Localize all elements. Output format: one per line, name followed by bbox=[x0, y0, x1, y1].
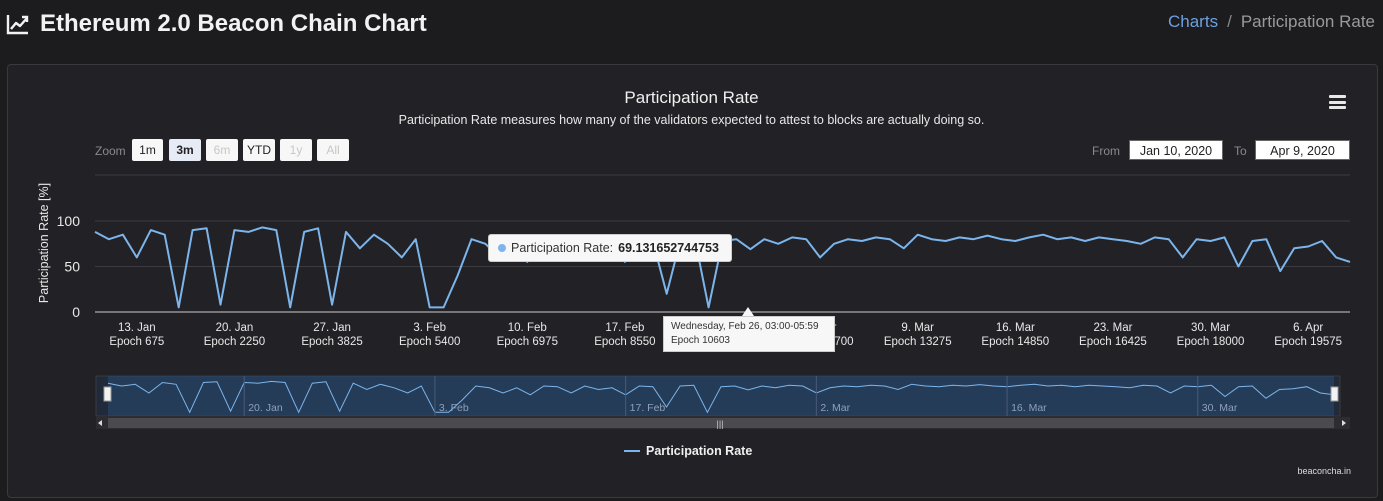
scroll-right-arrow-icon[interactable] bbox=[1342, 420, 1346, 426]
y-tick-label: 0 bbox=[72, 304, 80, 320]
x-tick-date-label: 9. Mar bbox=[901, 322, 934, 334]
breadcrumb-charts-link[interactable]: Charts bbox=[1168, 12, 1219, 31]
y-tick-label: 50 bbox=[64, 259, 80, 275]
x-tick-date-label: 17. Feb bbox=[605, 322, 644, 334]
export-menu-icon[interactable] bbox=[1329, 95, 1346, 109]
x-tick-date-label: 27. Jan bbox=[313, 322, 351, 334]
x-tick-epoch-label: Epoch 14850 bbox=[981, 336, 1049, 348]
x-tick-date-label: 13. Jan bbox=[118, 322, 156, 334]
chart-title: Participation Rate bbox=[624, 88, 759, 107]
breadcrumb-current: Participation Rate bbox=[1240, 12, 1375, 31]
zoom-3m-button[interactable]: 3m bbox=[169, 139, 201, 161]
navigator-tick-label: 2. Mar bbox=[820, 402, 850, 414]
navigator-series-line bbox=[107, 380, 1335, 414]
y-axis-label: Participation Rate [%] bbox=[37, 183, 51, 303]
page-title: Ethereum 2.0 Beacon Chain Chart bbox=[6, 6, 427, 42]
x-tick-date-label: 10. Feb bbox=[508, 322, 547, 334]
x-tick-epoch-label: Epoch 18000 bbox=[1177, 336, 1245, 348]
navigator-tick-label: 17. Feb bbox=[630, 402, 666, 414]
x-tick-epoch-label: Epoch 6975 bbox=[497, 336, 558, 348]
x-tick-epoch-label: Epoch 3825 bbox=[301, 336, 362, 348]
x-tick-date-label: 20. Jan bbox=[216, 322, 254, 334]
x-tick-date-label: 6. Apr bbox=[1293, 322, 1323, 334]
series-dot-icon bbox=[498, 244, 506, 252]
x-tick-date-label: 16. Mar bbox=[996, 322, 1035, 334]
x-tick-date-label: 23. Mar bbox=[1093, 322, 1132, 334]
scrollbar-thumb[interactable] bbox=[108, 418, 1334, 428]
navigator-right-handle[interactable] bbox=[1330, 386, 1339, 402]
scroll-left-arrow-icon[interactable] bbox=[98, 420, 102, 426]
x-tick-epoch-label: Epoch 5400 bbox=[399, 336, 460, 348]
navigator-tick-label: 16. Mar bbox=[1011, 402, 1047, 414]
range-to-label: To bbox=[1234, 144, 1247, 158]
legend-item-participation-rate[interactable]: Participation Rate bbox=[624, 444, 752, 458]
x-tick-date-label: 30. Mar bbox=[1191, 322, 1230, 334]
x-tooltip-date: Wednesday, Feb 26, 03:00-05:59 bbox=[671, 321, 819, 332]
zoom-1y-button[interactable]: 1y bbox=[280, 139, 312, 161]
zoom-all-button[interactable]: All bbox=[317, 139, 349, 161]
navigator[interactable]: 20. Jan 3. Feb 17. Feb 2. Mar 16. Mar 30. Mar bbox=[95, 375, 1341, 417]
navigator-tick-label: 30. Mar bbox=[1202, 402, 1238, 414]
scrollbar-grip-icon: ||| bbox=[716, 419, 723, 429]
line-chart-icon bbox=[6, 15, 29, 35]
navigator-tick-label: 20. Jan bbox=[248, 402, 283, 414]
zoom-label: Zoom bbox=[95, 144, 126, 158]
x-tooltip-epoch: Epoch 10603 bbox=[671, 335, 730, 346]
legend-line-icon bbox=[624, 450, 640, 452]
tooltip-series-label: Participation Rate: bbox=[511, 241, 614, 255]
page-title-text: Ethereum 2.0 Beacon Chain Chart bbox=[40, 10, 427, 37]
range-from-input[interactable]: Jan 10, 2020 bbox=[1129, 140, 1223, 160]
x-tick-date-label: 3. Feb bbox=[413, 322, 446, 334]
x-tick-epoch-label: Epoch 675 bbox=[109, 336, 164, 348]
x-tick-epoch-label: Epoch 13275 bbox=[884, 336, 952, 348]
x-tick-epoch-label: Epoch 19575 bbox=[1274, 336, 1342, 348]
zoom-ytd-button[interactable]: YTD bbox=[243, 139, 275, 161]
x-tick-epoch-label: Epoch 8550 bbox=[594, 336, 655, 348]
range-to-input[interactable]: Apr 9, 2020 bbox=[1255, 140, 1350, 160]
navigator-left-handle[interactable] bbox=[103, 386, 112, 402]
x-tick-epoch-label: Epoch 16425 bbox=[1079, 336, 1147, 348]
x-axis-tooltip: Wednesday, Feb 26, 03:00-05:59 Epoch 106… bbox=[663, 316, 835, 352]
chart-subtitle: Participation Rate measures how many of … bbox=[398, 113, 985, 127]
navigator-scrollbar[interactable]: ||| bbox=[96, 417, 1350, 429]
zoom-6m-button[interactable]: 6m bbox=[206, 139, 238, 161]
breadcrumb-separator: / bbox=[1227, 12, 1232, 31]
x-tick-epoch-label: Epoch 2250 bbox=[204, 336, 265, 348]
navigator-tick-label: 3. Feb bbox=[439, 402, 469, 414]
breadcrumb: Charts / Participation Rate bbox=[1168, 12, 1375, 32]
navigator-selection[interactable] bbox=[108, 376, 1334, 416]
y-tick-label: 100 bbox=[57, 213, 81, 229]
credits: beaconcha.in bbox=[1297, 466, 1351, 476]
series-tooltip: Participation Rate: 69.131652744753 bbox=[488, 234, 732, 262]
legend-label: Participation Rate bbox=[646, 444, 753, 458]
zoom-1m-button[interactable]: 1m bbox=[132, 139, 163, 161]
range-from-label: From bbox=[1092, 144, 1120, 158]
tooltip-value: 69.131652744753 bbox=[618, 241, 719, 255]
x-tooltip-arrow bbox=[742, 307, 754, 316]
